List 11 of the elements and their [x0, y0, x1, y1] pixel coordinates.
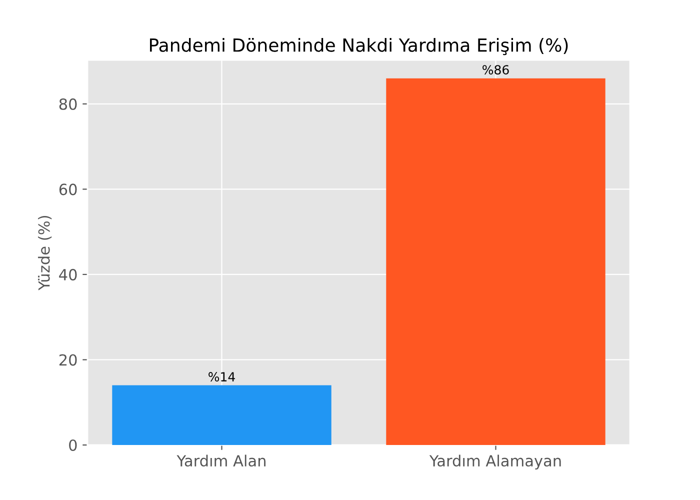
y-axis-title: Yüzde (%) [38, 216, 52, 290]
y-tick-label: 80 [59, 98, 77, 110]
y-tick-label: 20 [59, 354, 77, 366]
y-tick-label: 0 [69, 439, 77, 452]
y-tick-label: 40 [59, 268, 77, 280]
data-label: %86 [482, 65, 509, 75]
y-tick-label: 60 [59, 184, 77, 196]
x-tick-label: Yardım Alan [176, 454, 266, 467]
x-tick-label: Yardım Alamayan [429, 454, 561, 470]
data-label: %14 [208, 372, 235, 382]
chart-title: Pandemi Döneminde Nakdi Yardıma Erişim (%) [150, 38, 568, 56]
